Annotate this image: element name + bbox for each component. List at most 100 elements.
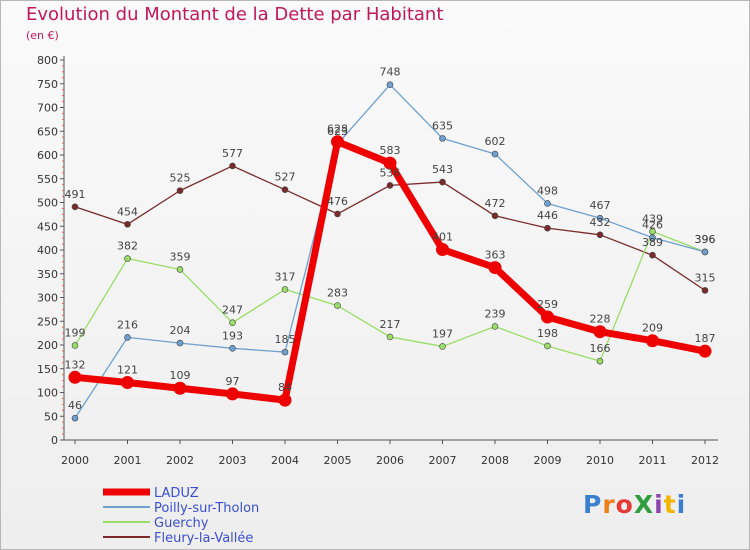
data-label: 577 xyxy=(222,147,243,160)
data-label: 197 xyxy=(432,327,453,340)
data-label: 432 xyxy=(590,216,611,229)
x-tick-label: 2000 xyxy=(61,454,89,467)
data-point xyxy=(596,214,604,222)
x-tick-label: 2004 xyxy=(271,454,299,467)
data-point xyxy=(541,310,554,324)
data-label: 439 xyxy=(642,212,663,225)
data-labels: 491 454 525 577 527 476 536 543 472 446 432 389 315 1… xyxy=(65,66,716,412)
chart-subtitle: (en €) xyxy=(26,29,59,42)
data-label: 602 xyxy=(485,135,506,148)
data-label: 426 xyxy=(642,219,663,232)
y-tick-label: 350 xyxy=(37,268,58,281)
data-point xyxy=(544,200,551,207)
x-tick-label: 2009 xyxy=(534,454,562,467)
data-label: 396 xyxy=(695,233,716,246)
data-label: 239 xyxy=(485,307,506,320)
data-label: 472 xyxy=(485,197,506,210)
y-tick-label: 200 xyxy=(37,339,58,352)
data-point xyxy=(544,224,551,232)
data-label: 317 xyxy=(275,270,296,283)
data-label: 467 xyxy=(590,199,611,212)
data-point xyxy=(121,376,134,390)
data-label: 247 xyxy=(222,304,243,317)
data-point xyxy=(71,342,79,349)
data-label: 491 xyxy=(65,188,86,201)
x-tick-label: 2006 xyxy=(376,454,404,467)
proxiti-logo: ProXiti xyxy=(583,490,686,519)
data-point xyxy=(173,381,187,395)
y-tick-label: 500 xyxy=(37,197,58,210)
y-tick-label: 450 xyxy=(37,220,58,233)
logo-letter: i xyxy=(654,490,664,519)
legend-label: Poilly-sur-Tholon xyxy=(154,501,259,516)
data-point xyxy=(593,325,607,339)
data-point xyxy=(701,287,709,294)
y-tick-label: 250 xyxy=(37,315,58,328)
data-label: 476 xyxy=(327,195,348,208)
y-tick-label: 800 xyxy=(37,54,58,67)
data-label: 217 xyxy=(380,318,401,331)
data-point xyxy=(281,348,289,356)
data-label: 315 xyxy=(695,271,716,284)
data-label: 623 xyxy=(327,125,348,138)
data-point xyxy=(386,81,394,88)
data-point xyxy=(491,150,499,158)
data-label: 228 xyxy=(590,313,611,326)
data-point xyxy=(701,248,709,256)
data-point xyxy=(383,156,397,170)
data-label: 446 xyxy=(537,209,558,222)
data-point xyxy=(124,221,131,228)
y-tick-label: 300 xyxy=(37,292,58,305)
data-point xyxy=(649,234,656,241)
data-label: 46 xyxy=(68,399,82,412)
y-tick-label: 50 xyxy=(44,410,58,423)
legend-label: Fleury-la-Vallée xyxy=(154,531,253,546)
data-point xyxy=(439,343,446,350)
data-label: 199 xyxy=(65,326,86,339)
data-label: 259 xyxy=(537,298,558,311)
data-label: 216 xyxy=(117,318,138,331)
data-label: 363 xyxy=(485,249,506,262)
data-label: 185 xyxy=(275,333,296,346)
data-label: 132 xyxy=(65,358,86,371)
data-point xyxy=(68,370,82,384)
y-tick-label: 100 xyxy=(37,387,58,400)
data-point xyxy=(491,323,499,330)
legend-label: LADUZ xyxy=(154,486,199,501)
data-label: 97 xyxy=(226,375,240,388)
x-tick-label: 2002 xyxy=(166,454,194,467)
data-points xyxy=(68,81,712,422)
logo-letter: o xyxy=(615,490,634,519)
logo-letter: X xyxy=(633,490,655,519)
data-point xyxy=(124,334,131,341)
logo-letter: P xyxy=(583,490,603,519)
data-label: 498 xyxy=(537,184,558,197)
data-point xyxy=(439,135,446,142)
logo-letter: i xyxy=(676,490,687,519)
data-label: 204 xyxy=(170,324,191,337)
data-point xyxy=(229,319,236,326)
data-label: 543 xyxy=(432,163,453,176)
data-point xyxy=(439,178,446,186)
y-tick-label: 750 xyxy=(37,78,58,91)
data-point xyxy=(176,187,184,194)
y-tick-label: 650 xyxy=(37,125,58,138)
data-point xyxy=(334,302,341,309)
x-tick-label: 2008 xyxy=(481,454,509,467)
data-label: 635 xyxy=(432,119,453,132)
data-point xyxy=(649,251,656,259)
data-point xyxy=(176,339,184,347)
data-label: 748 xyxy=(380,66,401,79)
data-point xyxy=(71,414,79,422)
data-point xyxy=(229,345,236,352)
data-label: 187 xyxy=(695,332,716,345)
data-label: 382 xyxy=(117,240,138,253)
data-label: 401 xyxy=(432,231,453,244)
y-tick-label: 400 xyxy=(37,244,58,257)
data-point xyxy=(698,344,712,358)
data-point xyxy=(386,333,394,341)
x-tick-label: 2010 xyxy=(586,454,614,467)
y-tick-label: 700 xyxy=(37,102,58,115)
